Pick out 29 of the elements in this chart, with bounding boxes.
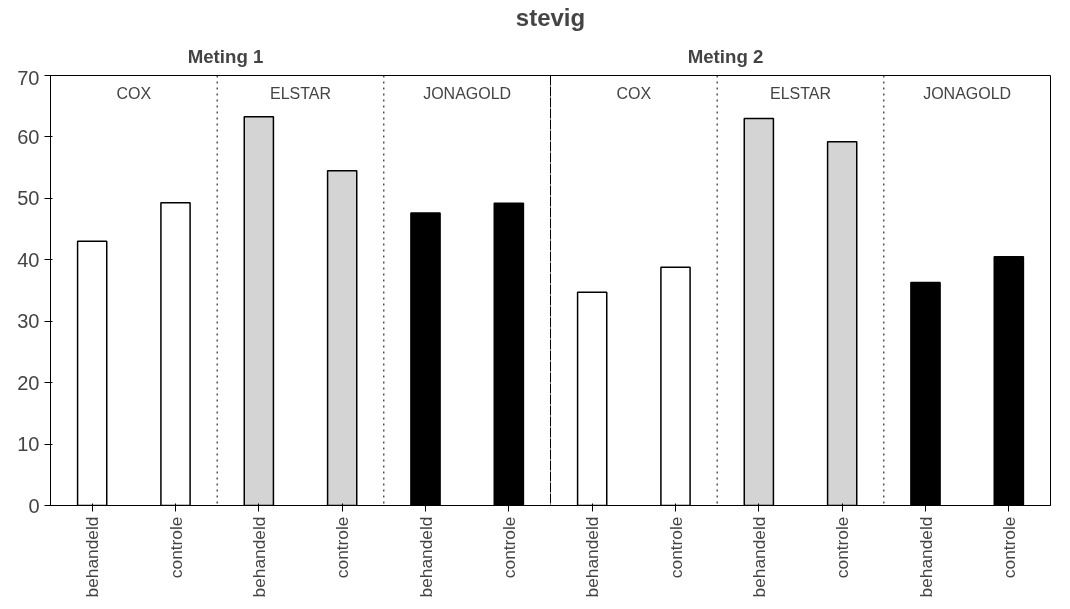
text: Meting 2 xyxy=(687,46,764,67)
y-tick-label: 40 xyxy=(17,248,40,271)
chart-title: stevig xyxy=(515,4,586,31)
y-tick-label: 70 xyxy=(17,66,40,89)
x-tick-label: behandeld xyxy=(82,516,103,598)
annotation: ELSTAR xyxy=(269,84,332,102)
x-tick-label: controle xyxy=(332,516,353,579)
x-tick-label: behandeld xyxy=(748,516,769,598)
x-tick-label: behandeld xyxy=(582,516,603,598)
y-tick-label: 0 xyxy=(28,494,40,517)
annotation: COX xyxy=(616,84,652,102)
x-tick-label: behandeld xyxy=(415,516,436,598)
x-tick-label: behandeld xyxy=(248,516,269,598)
text: Meting 1 xyxy=(187,46,264,67)
x-tick-label: controle xyxy=(832,516,853,579)
annotation: JONAGOLD xyxy=(923,84,1012,102)
x-tick-label: controle xyxy=(498,516,519,579)
x-tick-label: controle xyxy=(165,516,186,579)
x-tick-label: controle xyxy=(665,516,686,579)
annotation: JONAGOLD xyxy=(423,84,512,102)
y-tick-label: 30 xyxy=(17,310,40,333)
annotation: ELSTAR xyxy=(769,84,832,102)
y-tick-label: 10 xyxy=(17,433,40,456)
y-tick-label: 50 xyxy=(17,187,40,210)
y-tick-label: 20 xyxy=(17,371,40,394)
x-tick-label: behandeld xyxy=(915,516,936,598)
y-tick-label: 60 xyxy=(17,125,40,148)
annotation: COX xyxy=(116,84,152,102)
x-tick-label: controle xyxy=(998,516,1019,579)
